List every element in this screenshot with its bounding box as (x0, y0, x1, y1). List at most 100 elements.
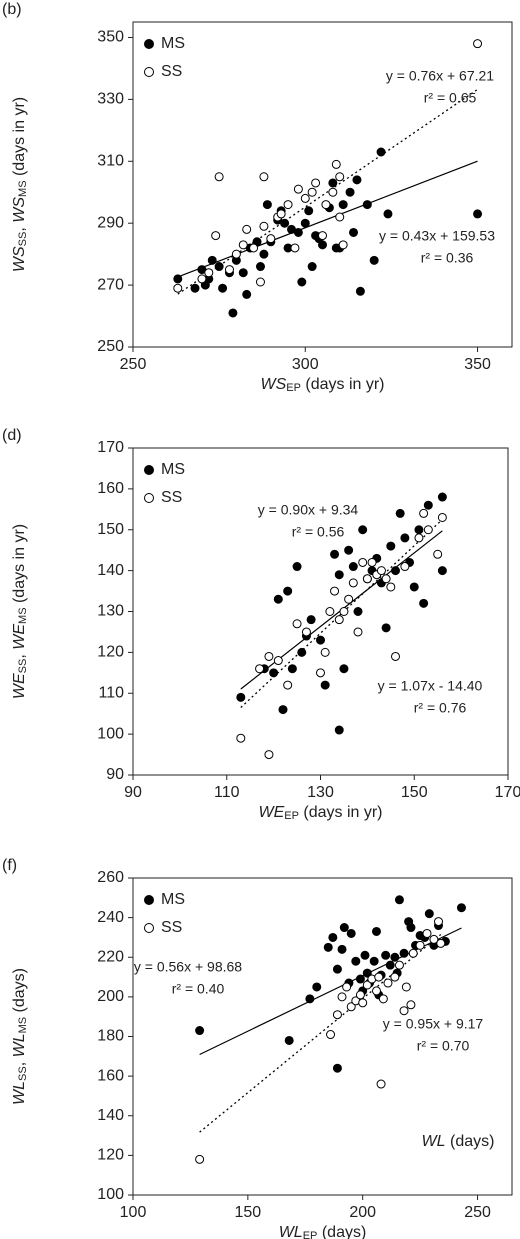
point (348, 562, 358, 572)
point (399, 1006, 409, 1016)
point (339, 923, 349, 933)
label-part: , (11, 1057, 28, 1066)
y-tick-label: 240 (97, 909, 124, 926)
fit-r2: r² = 0.36 (421, 250, 474, 266)
point (376, 566, 386, 576)
point (236, 692, 246, 702)
point (301, 627, 311, 637)
point (316, 668, 325, 678)
point (349, 227, 359, 237)
point (197, 274, 207, 284)
x-tick-label: 250 (120, 356, 147, 373)
point (273, 594, 283, 604)
point (437, 492, 447, 502)
label-part: SS (17, 659, 29, 674)
point (304, 206, 314, 216)
point (306, 615, 316, 625)
point (355, 974, 365, 984)
point (401, 982, 411, 992)
label-part: (days) (317, 1224, 366, 1239)
legend-label: MS (161, 461, 185, 478)
point (344, 545, 354, 555)
point (374, 972, 384, 982)
y-tick-label: 100 (97, 1186, 124, 1203)
point (328, 178, 338, 188)
point (318, 231, 327, 241)
legend-marker (144, 67, 154, 77)
point (255, 277, 265, 287)
label-part: WE (11, 624, 28, 650)
y-tick-label: 90 (106, 766, 124, 783)
point (334, 725, 344, 735)
point (358, 525, 368, 535)
point (204, 268, 214, 278)
point (381, 623, 391, 633)
point (423, 525, 433, 535)
point (236, 733, 246, 743)
label-part: MS (17, 1017, 29, 1034)
point (378, 994, 388, 1004)
fit-line (240, 518, 443, 708)
label-part: WS (11, 246, 28, 272)
label-part: MS (17, 180, 29, 197)
point (292, 619, 302, 629)
point (429, 934, 439, 944)
point (259, 249, 269, 259)
y-tick-label: 220 (97, 948, 124, 965)
point (409, 582, 419, 592)
label-part: (days) (11, 968, 28, 1017)
point (292, 562, 302, 572)
label-part: WL (279, 1224, 303, 1239)
point (335, 212, 345, 222)
point (307, 262, 317, 272)
y-tick-label: 200 (97, 988, 124, 1005)
point (436, 938, 446, 948)
point (332, 1010, 342, 1020)
point (269, 668, 279, 678)
y-tick-label: 180 (97, 1028, 124, 1045)
point (433, 549, 443, 559)
point (399, 948, 409, 958)
legend-marker (144, 895, 154, 905)
point (332, 1063, 342, 1073)
fit-line (199, 934, 442, 1133)
point (473, 39, 483, 49)
point (367, 557, 377, 567)
point (328, 932, 338, 942)
y-tick-label: 330 (97, 91, 124, 108)
point (332, 964, 342, 974)
legend-label: SS (161, 63, 182, 80)
point (214, 262, 224, 272)
point (326, 1030, 336, 1040)
label-part: EP (286, 382, 301, 394)
y-tick-label: 120 (97, 644, 124, 661)
point (320, 680, 330, 690)
point (371, 926, 381, 936)
point (415, 940, 425, 950)
point (311, 178, 321, 188)
label-part: WL (422, 1133, 446, 1150)
legend-marker (144, 923, 154, 933)
point (228, 308, 238, 318)
point (371, 986, 381, 996)
point (390, 952, 400, 962)
x-axis-label: WEEP (days in yr) (258, 804, 382, 822)
point (334, 570, 344, 580)
point (330, 586, 340, 596)
label-part: MS (17, 607, 29, 624)
point (259, 172, 269, 182)
point (414, 525, 424, 535)
label-part: WL (11, 1033, 28, 1057)
fit-r2: r² = 0.76 (414, 700, 467, 716)
point (352, 175, 362, 185)
label-part: (days in yr) (301, 376, 385, 393)
point (300, 193, 310, 203)
point (339, 607, 349, 616)
panel-label: (d) (2, 427, 22, 444)
point (316, 635, 325, 645)
y-tick-label: 310 (97, 153, 124, 170)
point (337, 944, 347, 954)
point (323, 942, 333, 952)
point (351, 956, 361, 966)
point (342, 982, 352, 992)
